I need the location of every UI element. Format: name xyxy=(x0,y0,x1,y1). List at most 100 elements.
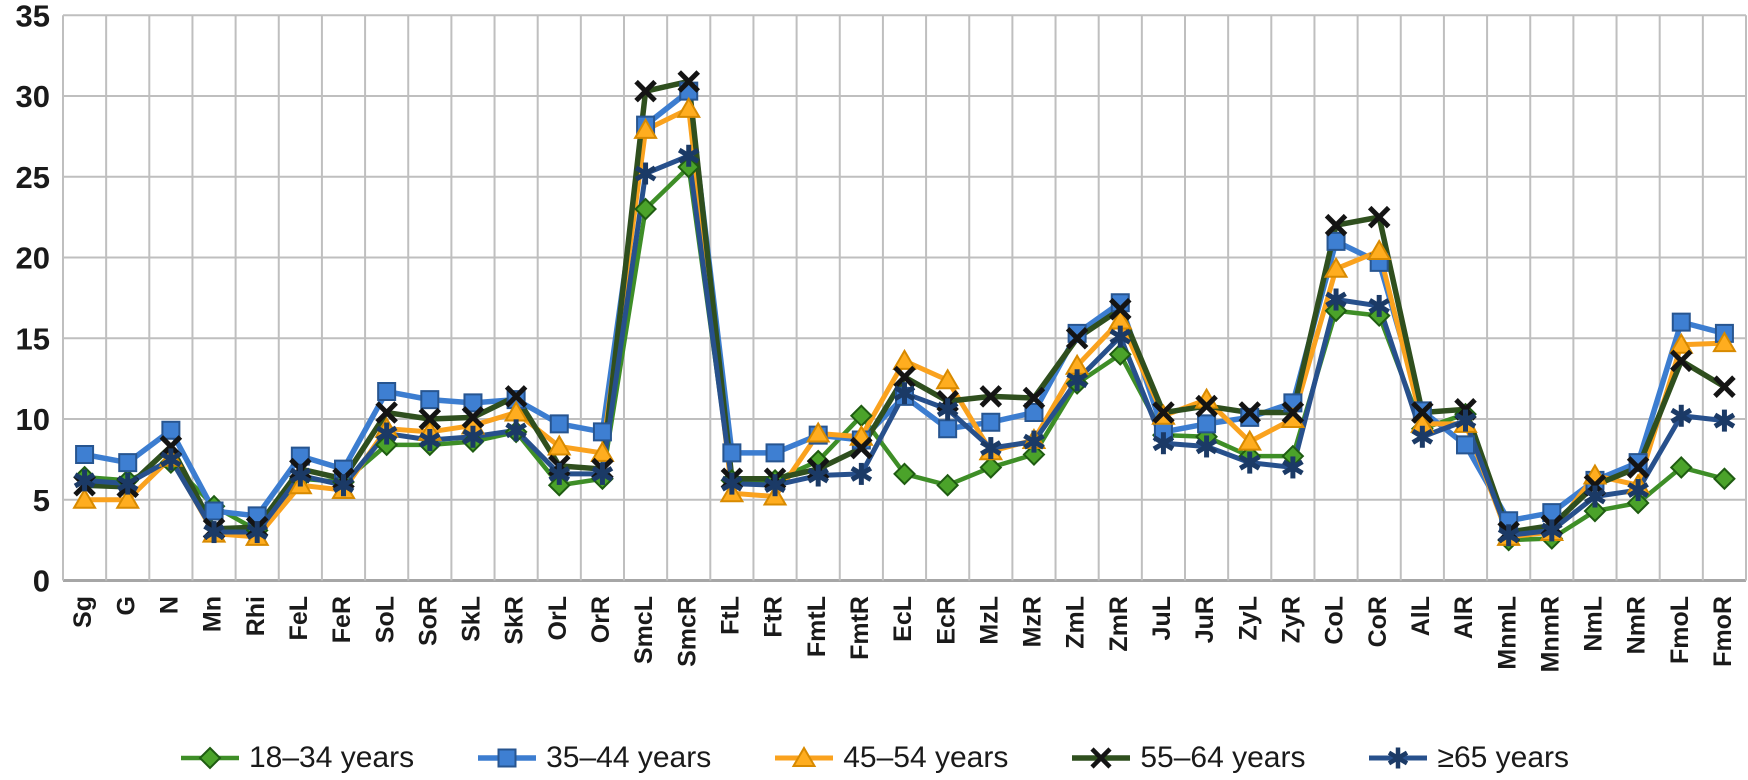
triangle-marker xyxy=(676,96,701,118)
square-marker xyxy=(1067,323,1087,343)
legend-item: 45–54 years xyxy=(773,741,1008,775)
triangle-marker xyxy=(633,117,658,139)
asterisk-marker xyxy=(289,464,312,487)
square-marker xyxy=(75,445,95,465)
legend-label: 35–44 years xyxy=(546,741,712,774)
square-marker xyxy=(592,422,612,442)
triangle-marker xyxy=(547,434,572,456)
x-marker xyxy=(1670,349,1693,373)
asterisk-marker xyxy=(634,162,657,185)
triangle-marker xyxy=(115,487,140,509)
square-marker xyxy=(1628,453,1648,473)
x-marker xyxy=(461,406,485,429)
x-legend-marker-icon xyxy=(1072,747,1131,769)
diamond-marker xyxy=(375,433,399,457)
x-tick-label: MzR xyxy=(1019,596,1047,647)
asterisk-marker xyxy=(73,469,96,492)
legend-label: ≥65 years xyxy=(1437,741,1570,774)
asterisk-marker xyxy=(1023,430,1045,453)
asterisk-marker xyxy=(1713,409,1736,432)
x-tick-label: SkR xyxy=(501,596,529,645)
square-marker xyxy=(161,420,181,440)
x-tick-label: FmtR xyxy=(846,596,874,660)
legend-item: 35–44 years xyxy=(476,741,711,775)
asterisk-marker xyxy=(1109,325,1132,348)
x-marker xyxy=(850,436,873,460)
x-tick-label: FtR xyxy=(760,596,788,638)
diamond-marker xyxy=(547,473,571,497)
x-tick-label: OrR xyxy=(587,596,615,643)
asterisk-marker xyxy=(807,464,829,487)
asterisk-marker xyxy=(1627,479,1649,502)
square-marker xyxy=(377,382,397,402)
x-tick-label: AlR xyxy=(1450,596,1478,639)
asterisk-marker xyxy=(1497,524,1520,547)
asterisk-marker xyxy=(375,422,398,445)
asterisk-marker xyxy=(548,462,571,485)
square-marker xyxy=(1671,312,1691,332)
asterisk-marker xyxy=(1195,435,1218,458)
asterisk-marker xyxy=(116,472,139,495)
plot-area: 0 5 10 15 20 25 30 35 Sg G N Mn Rhi FeL FeR SoL SoR SkL Sk… xyxy=(16,0,1747,672)
diamond-marker xyxy=(677,155,701,179)
x-marker xyxy=(1411,401,1434,424)
square-marker xyxy=(549,414,569,434)
diamond-marker xyxy=(936,473,960,497)
asterisk-marker xyxy=(160,448,182,471)
diamond-marker xyxy=(979,456,1003,479)
x-marker xyxy=(1152,401,1175,424)
diamond-marker xyxy=(1022,443,1046,466)
diamond-marker xyxy=(1669,456,1693,479)
x-tick-label: ZyR xyxy=(1277,596,1305,643)
x-tick-label: FeR xyxy=(328,596,356,643)
x-marker xyxy=(1065,326,1089,350)
triangle-marker xyxy=(590,440,615,462)
y-tick-label: 35 xyxy=(16,0,50,33)
x-tick-label: FeL xyxy=(285,596,313,640)
asterisk-marker xyxy=(419,428,441,451)
x-tick-label: SoR xyxy=(414,596,442,646)
x-marker xyxy=(634,79,657,103)
x-marker xyxy=(677,70,700,93)
x-tick-label: N xyxy=(155,596,183,614)
x-tick-label: ZyL xyxy=(1234,596,1262,640)
x-tick-label: JuR xyxy=(1191,596,1219,643)
legend-item: 55–64 years xyxy=(1070,741,1305,775)
square-marker xyxy=(1197,414,1217,434)
x-tick-label: NmL xyxy=(1580,596,1608,652)
x-tick-label: SmcL xyxy=(630,596,658,664)
asterisk-marker xyxy=(1152,432,1175,455)
square-marker xyxy=(204,501,224,521)
asterisk-marker xyxy=(505,419,527,442)
diamond-marker xyxy=(1626,491,1650,515)
legend: 18–34 years 35–44 years 45–54 years 55–64 y… xyxy=(0,736,1748,780)
square-marker xyxy=(938,419,958,439)
x-marker xyxy=(893,365,916,389)
x-marker xyxy=(1281,401,1305,424)
y-tick-label: 5 xyxy=(33,483,50,518)
asterisk-marker xyxy=(893,382,916,405)
asterisk-marker xyxy=(332,474,355,497)
square-marker xyxy=(1456,435,1475,455)
x-tick-label: ZmL xyxy=(1062,596,1090,649)
triangle-marker xyxy=(805,421,831,443)
asterisk-marker xyxy=(850,462,873,485)
x-tick-label: EcL xyxy=(889,596,917,642)
x-tick-label: MnmL xyxy=(1493,596,1521,670)
square-marker xyxy=(765,443,785,463)
asterisk-marker xyxy=(1584,485,1606,508)
x-tick-label: FmtL xyxy=(803,596,831,657)
x-tick-label: SmcR xyxy=(673,596,701,667)
x-marker xyxy=(1022,386,1046,410)
asterisk-marker xyxy=(677,144,700,167)
x-tick-label: JuL xyxy=(1148,596,1176,640)
x-marker xyxy=(1195,394,1218,418)
asterisk-marker xyxy=(203,521,225,544)
x-marker xyxy=(504,385,528,408)
diamond-marker xyxy=(1713,467,1736,491)
legend-item: ≥65 years xyxy=(1367,741,1569,775)
asterisk-marker xyxy=(721,472,743,495)
square-marker xyxy=(118,453,138,473)
legend-item: 18–34 years xyxy=(179,741,414,775)
x-marker xyxy=(979,385,1003,408)
